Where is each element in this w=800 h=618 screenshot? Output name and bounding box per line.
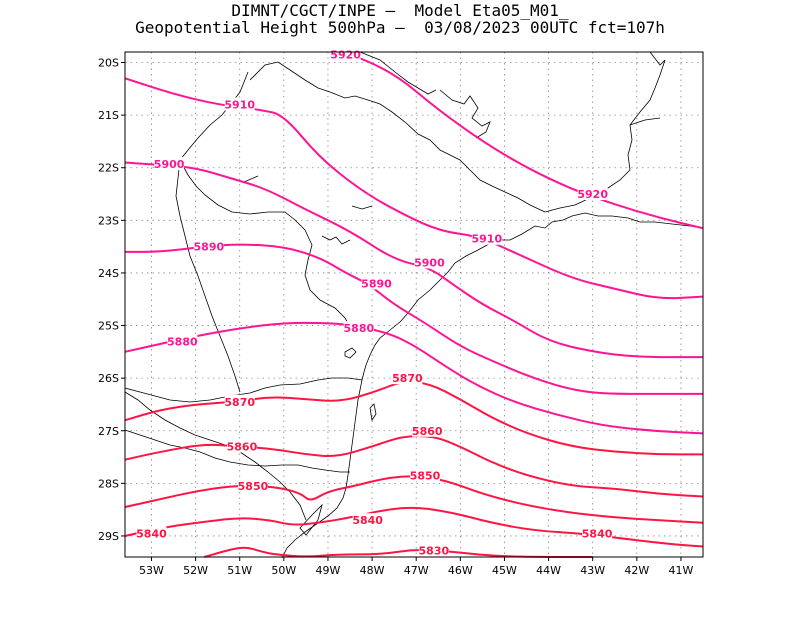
contour-label-bg-5890-1 (361, 276, 392, 290)
contour-label-bg-5830-0 (418, 543, 449, 557)
y-tick-label-9: 29S (98, 530, 119, 543)
y-tick-label-3: 23S (98, 214, 119, 227)
contour-label-5920-0: 5920 (330, 49, 361, 62)
contour-label-5840-2: 5840 (582, 527, 613, 540)
contour-5910 (124, 77, 704, 300)
map-title: DIMNT/CGCT/INPE – Model Eta05_M01_ Geopo… (0, 2, 800, 36)
contour-label-bg-5860-0 (226, 439, 257, 453)
contour-label-bg-5920-0 (330, 47, 361, 61)
border-sp-mg (249, 61, 546, 213)
x-tick-label-11: 42W (624, 564, 649, 577)
x-tick-label-10: 43W (580, 564, 605, 577)
x-tick-label-5: 48W (360, 564, 385, 577)
map-title-line1: DIMNT/CGCT/INPE – Model Eta05_M01_ (231, 1, 569, 20)
contour-5840 (124, 506, 704, 548)
contour-label-5910-1: 5910 (471, 233, 502, 246)
contour-5850 (124, 475, 704, 524)
border-ms-pr (179, 159, 353, 331)
coastline (281, 212, 704, 559)
contour-label-bg-5910-1 (471, 231, 502, 245)
contour-label-5890-0: 5890 (194, 241, 225, 254)
x-tick-label-9: 44W (536, 564, 561, 577)
reservoir-2 (351, 205, 373, 210)
contour-label-5890-1: 5890 (361, 277, 392, 290)
contour-5900 (124, 161, 703, 359)
border-rj-es (629, 117, 661, 126)
x-tick-label-3: 50W (271, 564, 296, 577)
contour-label-5900-0: 5900 (154, 158, 185, 171)
contour-label-bg-5920-1 (577, 187, 608, 201)
contour-label-5870-0: 5870 (224, 396, 255, 409)
map-frame (124, 51, 704, 558)
contour-label-5860-0: 5860 (227, 441, 258, 454)
contour-label-bg-5880-1 (343, 321, 374, 335)
contour-5860 (124, 434, 704, 498)
contour-label-bg-5860-1 (412, 423, 443, 437)
contour-label-5840-1: 5840 (352, 514, 383, 527)
contour-label-bg-5870-1 (392, 371, 423, 385)
contour-5870 (124, 380, 703, 456)
contour-label-5910-0: 5910 (224, 99, 255, 112)
border-mg-go (359, 51, 419, 89)
y-tick-label-8: 28S (98, 477, 119, 490)
contour-label-5850-1: 5850 (410, 469, 441, 482)
contour-5880 (124, 321, 704, 435)
border-pr-sc (124, 377, 363, 403)
contour-label-5870-1: 5870 (392, 372, 423, 385)
contour-label-bg-5840-0 (136, 526, 167, 540)
contour-label-5830-0: 5830 (419, 545, 450, 558)
contour-label-bg-5840-1 (352, 513, 383, 527)
y-tick-label-5: 25S (98, 320, 119, 333)
reservoir-1 (321, 235, 351, 245)
contour-label-5900-1: 5900 (414, 256, 445, 269)
y-tick-label-0: 20S (98, 57, 119, 70)
y-tick-label-6: 26S (98, 372, 119, 385)
x-tick-label-6: 47W (404, 564, 429, 577)
contour-label-5920-1: 5920 (577, 188, 608, 201)
contour-5920 (345, 51, 704, 230)
contour-label-5850-0: 5850 (238, 480, 269, 493)
contour-label-bg-5890-0 (193, 239, 224, 253)
y-tick-label-7: 27S (98, 425, 119, 438)
contour-label-bg-5880-0 (167, 334, 198, 348)
bay-paranagua (344, 347, 357, 359)
x-tick-label-0: 53W (139, 564, 164, 577)
x-tick-label-4: 49W (316, 564, 341, 577)
x-tick-label-12: 41W (669, 564, 694, 577)
contour-label-5840-0: 5840 (136, 527, 167, 540)
contour-label-bg-5840-2 (582, 526, 613, 540)
border-paraguay (175, 159, 241, 393)
y-tick-label-4: 24S (98, 267, 119, 280)
border-sc-rs (124, 429, 350, 473)
x-tick-label-8: 45W (492, 564, 517, 577)
y-tick-label-1: 21S (98, 109, 119, 122)
x-tick-label-7: 46W (448, 564, 473, 577)
contour-label-bg-5850-1 (410, 468, 441, 482)
axis-ticks: 53W 52W 51W 50W 49W 48W 47W 46W 45W 44W 43W 42W 41W 2… (98, 57, 693, 577)
contour-label-bg-5900-0 (154, 157, 185, 171)
contour-labels: 5920 5920 5910 5910 5900 5900 5890 5890 5880 5880… (136, 47, 613, 558)
x-tick-label-2: 51W (227, 564, 252, 577)
island-florianopolis (369, 403, 377, 422)
contour-label-bg-5850-0 (237, 478, 268, 492)
lagoon-patos (299, 503, 323, 536)
border-bahia (649, 51, 666, 66)
contour-label-bg-5900-1 (414, 255, 445, 269)
border-mg-rj (544, 59, 666, 213)
x-tick-label-1: 52W (183, 564, 208, 577)
contour-label-bg-5870-0 (224, 394, 255, 408)
y-tick-label-2: 22S (98, 162, 119, 175)
contour-label-bg-5910-0 (224, 97, 255, 111)
contour-label-5880-0: 5880 (167, 335, 198, 348)
contour-label-5880-1: 5880 (344, 322, 375, 335)
contour-label-5860-1: 5860 (412, 425, 443, 438)
lake-furnas (439, 89, 491, 139)
border-ms-sp (179, 71, 249, 161)
reservoir-4 (417, 87, 437, 95)
contour-5830 (204, 546, 593, 558)
map-title-line2: Geopotential Height 500hPa – 03/08/2023 … (135, 18, 665, 37)
